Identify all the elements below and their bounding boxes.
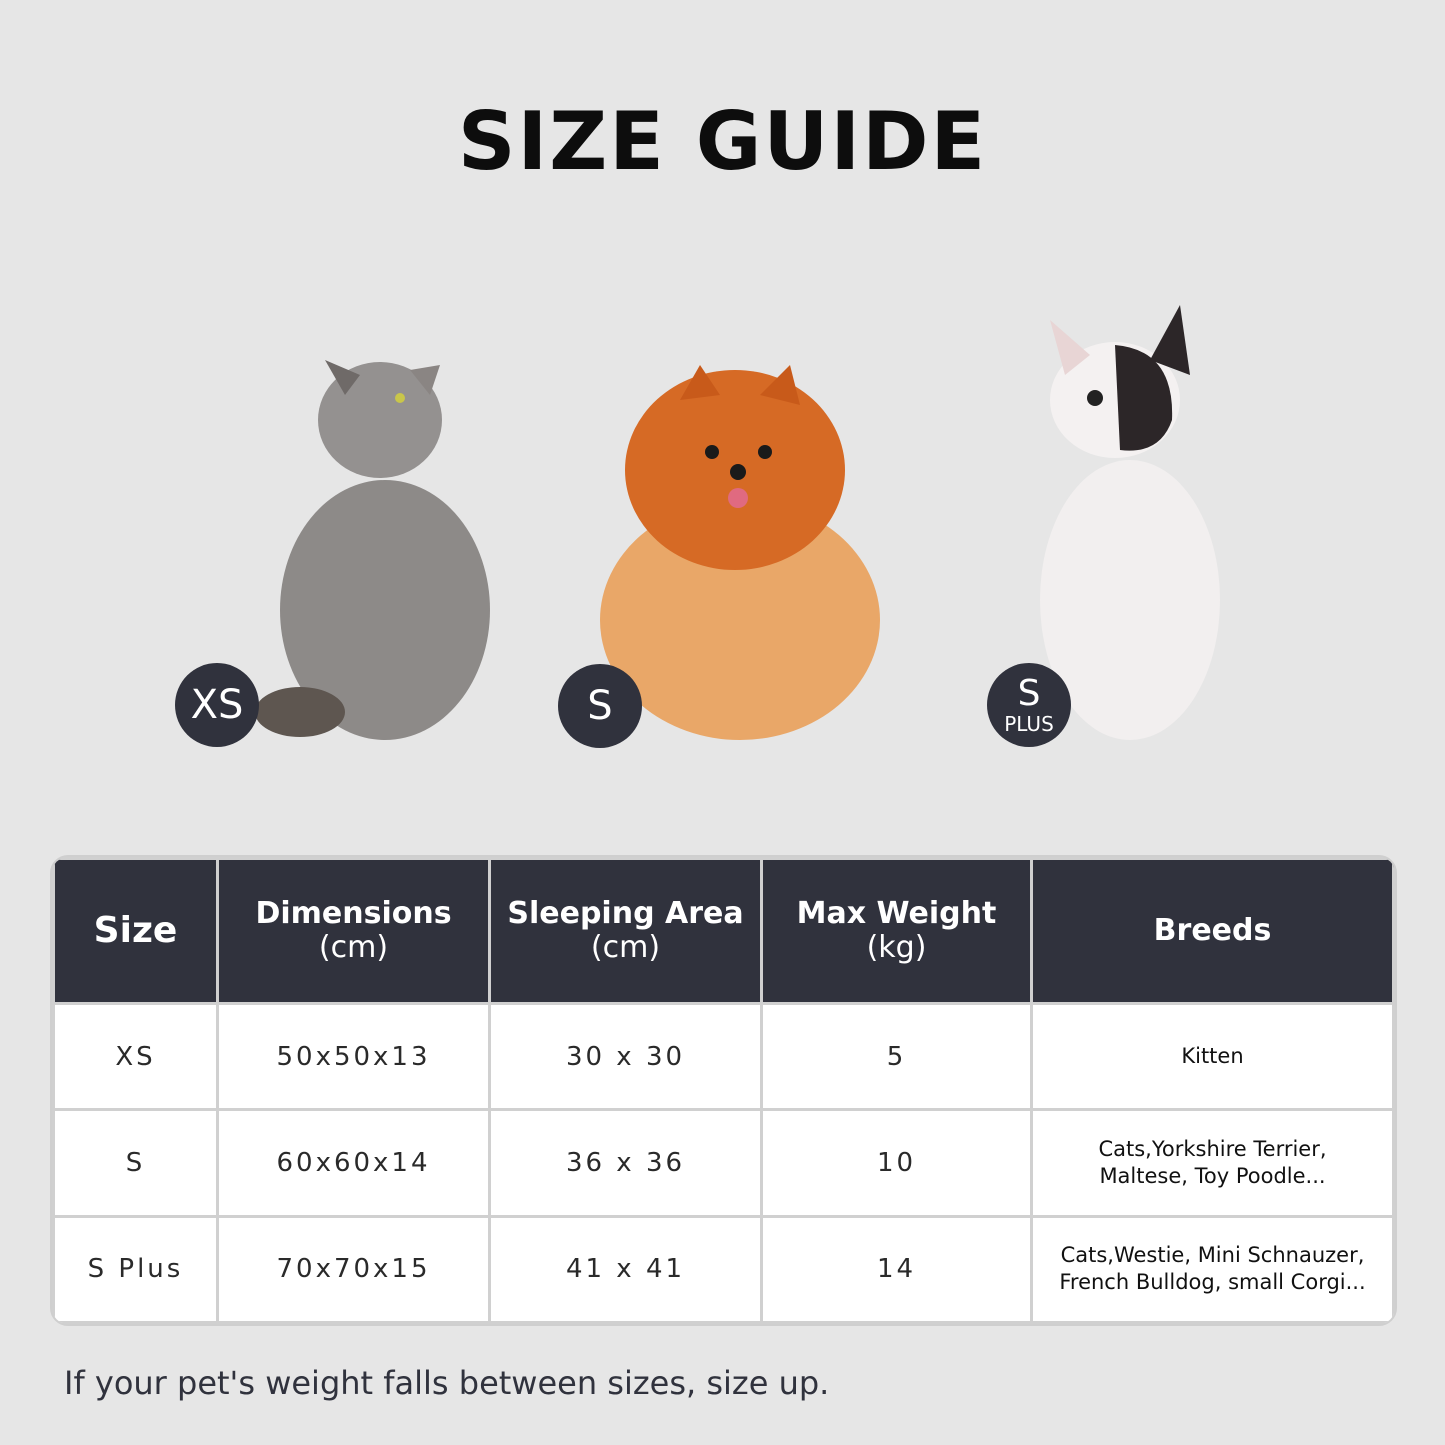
cell-breeds: Kitten <box>1030 1001 1395 1112</box>
table-row: XS 50x50x13 30 x 30 5 Kitten <box>52 1001 1395 1112</box>
sizing-note: If your pet's weight falls between sizes… <box>64 1364 830 1402</box>
cell-sleeping-area: 36 x 36 <box>488 1108 763 1218</box>
table-row: S Plus 70x70x15 41 x 41 14 Cats,Westie, … <box>52 1214 1395 1324</box>
table-header-row: Size Dimensions (cm) Sleeping Area (cm) Ma… <box>52 857 1395 1005</box>
cell-size: S <box>52 1108 219 1218</box>
cell-breeds: Cats,Yorkshire Terrier, Maltese, Toy Pood… <box>1030 1108 1395 1218</box>
cell-sleeping-area: 30 x 30 <box>488 1001 763 1112</box>
size-table: Size Dimensions (cm) Sleeping Area (cm) Ma… <box>50 855 1397 1326</box>
cell-max-weight: 5 <box>760 1001 1033 1112</box>
cell-max-weight: 10 <box>760 1108 1033 1218</box>
badge-sublabel: PLUS <box>1004 712 1054 736</box>
badge-label: S <box>587 683 613 729</box>
header-max-weight: Max Weight (kg) <box>760 857 1033 1005</box>
page-title: SIZE GUIDE <box>457 95 988 188</box>
cell-dimensions: 50x50x13 <box>216 1001 491 1112</box>
size-badge-s: S <box>558 664 642 748</box>
pets-illustration <box>255 305 1220 740</box>
cell-max-weight: 14 <box>760 1214 1033 1324</box>
cell-size: XS <box>52 1001 219 1112</box>
cat-image <box>255 360 490 740</box>
badge-label: S <box>1017 673 1041 714</box>
cell-dimensions: 70x70x15 <box>216 1214 491 1324</box>
cell-sleeping-area: 41 x 41 <box>488 1214 763 1324</box>
header-breeds: Breeds <box>1030 857 1395 1005</box>
table-row: S 60x60x14 36 x 36 10 Cats,Yorkshire Ter… <box>52 1108 1395 1218</box>
header-dimensions: Dimensions (cm) <box>216 857 491 1005</box>
pomeranian-image <box>600 365 880 740</box>
header-size: Size <box>52 857 219 1005</box>
size-badge-xs: XS <box>175 663 259 747</box>
badge-label: XS <box>190 682 244 728</box>
cell-breeds: Cats,Westie, Mini Schnauzer, French Bulld… <box>1030 1214 1395 1324</box>
size-badge-s-plus: S PLUS <box>987 663 1071 747</box>
cell-size: S Plus <box>52 1214 219 1324</box>
french-bulldog-image <box>1040 305 1220 740</box>
cell-dimensions: 60x60x14 <box>216 1108 491 1218</box>
header-sleeping-area: Sleeping Area (cm) <box>488 857 763 1005</box>
